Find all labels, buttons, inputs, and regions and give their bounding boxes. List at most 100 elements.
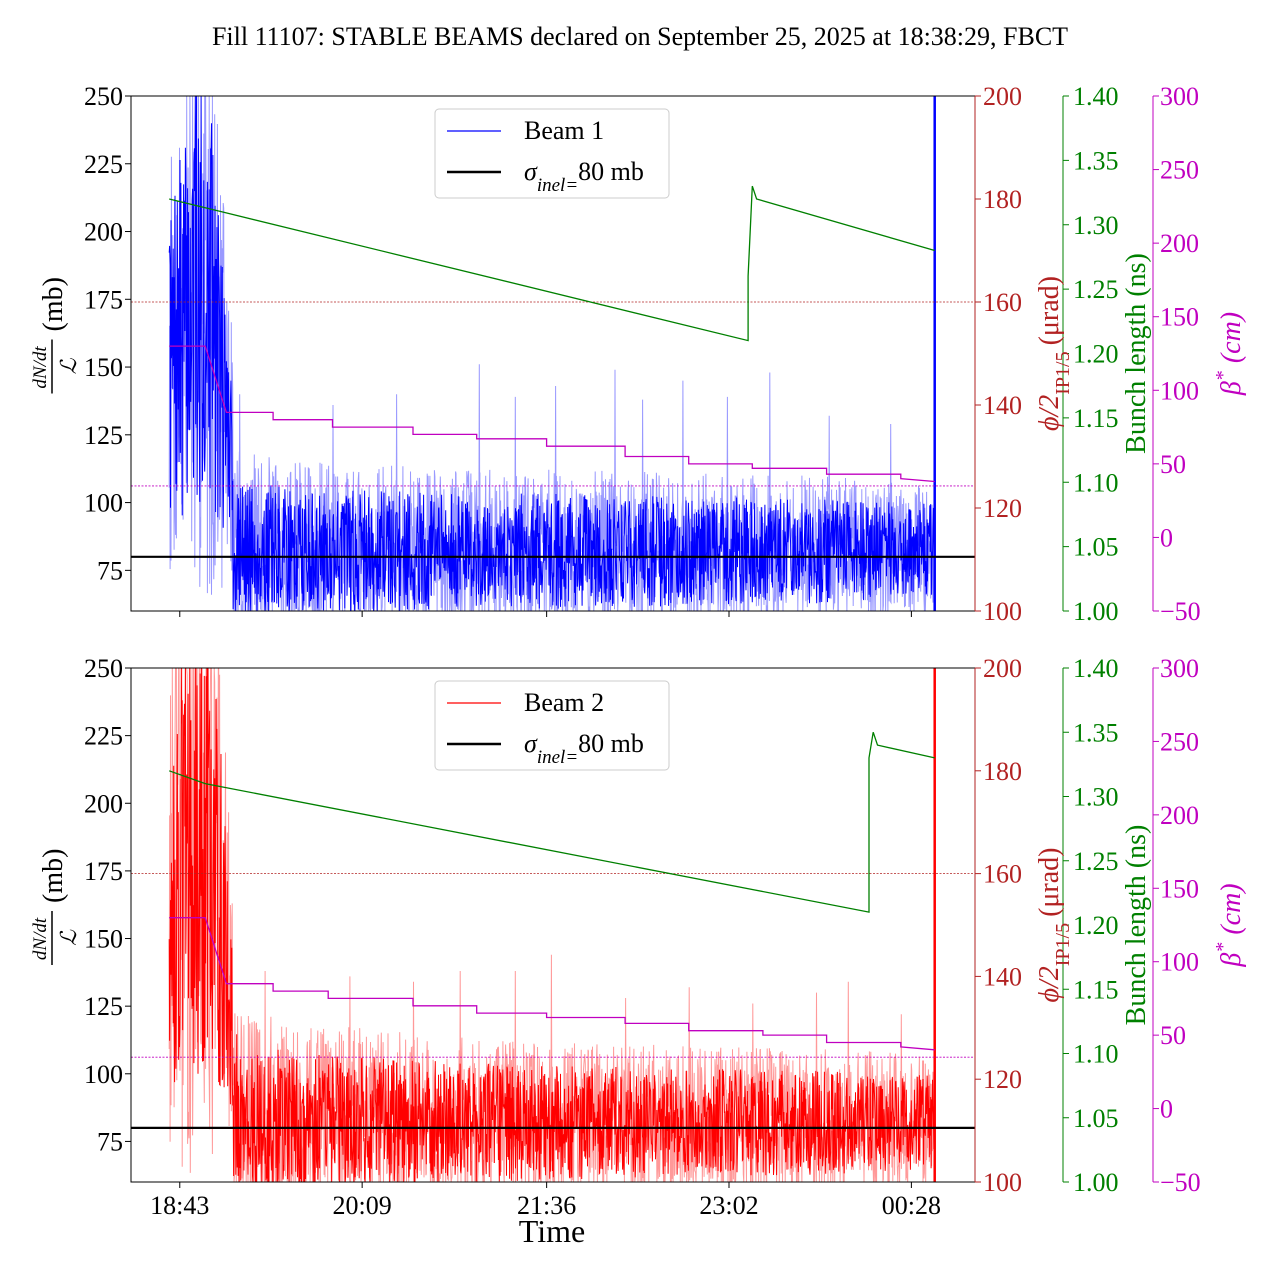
legend-sigma-symbol: σ [524, 729, 538, 758]
left-axis-label-unit: (mb) [38, 277, 69, 331]
bunch-axis-label: Bunch length (ns) [1121, 253, 1152, 454]
legend-sigma-sub: inel= [537, 175, 578, 196]
beta-tick-label: 150 [1160, 874, 1199, 903]
beta-tick-label: 200 [1160, 801, 1199, 830]
beta-label-sup: * [1212, 943, 1234, 953]
beta-star-line [169, 917, 935, 1051]
bunch-tick-label: 1.20 [1073, 911, 1119, 940]
x-tick-label: 21:36 [517, 1191, 576, 1220]
legend-beam-label: Beam 2 [524, 688, 604, 717]
beta-tick-label: 300 [1160, 82, 1199, 111]
left-tick-label: 100 [84, 489, 123, 518]
bunch-tick-label: 1.30 [1073, 211, 1119, 240]
crossing-tick-label: 120 [983, 494, 1022, 523]
beam-trace [168, 96, 936, 611]
crossing-label-sub: IP1/5 [1052, 923, 1074, 966]
beta-tick-label: −50 [1160, 597, 1201, 626]
left-tick-label: 150 [84, 925, 123, 954]
legend-sigma-label: σinel=80 mb [524, 157, 644, 196]
bunch-tick-label: 1.35 [1073, 146, 1119, 175]
crossing-tick-label: 140 [983, 962, 1022, 991]
crossing-axis-label: ϕ/2IP1/5 (μrad) [1034, 847, 1074, 1002]
crossing-tick-label: 160 [983, 860, 1022, 889]
left-tick-label: 125 [84, 421, 123, 450]
crossing-tick-label: 100 [983, 1168, 1022, 1197]
left-axis-label: dN/dt ℒ (mb) [30, 849, 81, 965]
left-tick-label: 125 [84, 992, 123, 1021]
legend-sigma-label: σinel=80 mb [524, 729, 644, 768]
beta-tick-label: 250 [1160, 156, 1199, 185]
x-tick-label: 20:09 [333, 1191, 392, 1220]
left-axis-label-denominator: ℒ [56, 929, 81, 946]
beta-tick-label: 100 [1160, 948, 1199, 977]
bunch-tick-label: 1.05 [1073, 533, 1119, 562]
x-tick-label: 23:02 [699, 1191, 758, 1220]
x-tick-label: 00:28 [882, 1191, 941, 1220]
left-tick-label: 75 [97, 1127, 123, 1156]
figure-title: Fill 11107: STABLE BEAMS declared on Sep… [212, 22, 1068, 51]
legend-sigma-symbol: σ [524, 157, 538, 186]
bunch-tick-label: 1.00 [1073, 1168, 1119, 1197]
bunch-tick-label: 1.15 [1073, 975, 1119, 1004]
bunch-tick-label: 1.10 [1073, 468, 1119, 497]
left-axis-label-numerator: dN/dt [30, 917, 51, 960]
bunch-tick-label: 1.30 [1073, 783, 1119, 812]
beta-tick-label: 50 [1160, 1021, 1186, 1050]
bunch-length-line [168, 731, 935, 913]
beta-label-main: β [1216, 953, 1247, 968]
left-axis-label-numerator: dN/dt [30, 346, 51, 389]
left-tick-label: 100 [84, 1060, 123, 1089]
bunch-tick-label: 1.40 [1073, 654, 1119, 683]
crossing-axis-label: ϕ/2IP1/5 (μrad) [1034, 276, 1074, 431]
beta-label-unit: (cm) [1216, 312, 1247, 363]
legend-sigma-value: 80 mb [578, 729, 644, 758]
legend-beam-label: Beam 1 [524, 116, 604, 145]
beta-tick-label: 200 [1160, 229, 1199, 258]
beta-tick-label: 250 [1160, 727, 1199, 756]
bunch-length-line [169, 185, 935, 342]
bunch-tick-label: 1.10 [1073, 1040, 1119, 1069]
panel-beam-2: 75 100 125 150 175 200 225 250 100 120 140 160 180 20… [30, 654, 1247, 1220]
left-tick-label: 225 [84, 150, 123, 179]
bunch-tick-label: 1.40 [1073, 82, 1119, 111]
crossing-tick-label: 160 [983, 288, 1022, 317]
crossing-tick-label: 200 [983, 82, 1022, 111]
bunch-tick-label: 1.15 [1073, 404, 1119, 433]
beta-tick-label: 150 [1160, 303, 1199, 332]
bunch-tick-label: 1.20 [1073, 340, 1119, 369]
beam-trace [168, 668, 936, 1182]
crossing-tick-label: 120 [983, 1065, 1022, 1094]
crossing-label-main: ϕ/2 [1034, 966, 1065, 1002]
bunch-axis-label: Bunch length (ns) [1121, 825, 1152, 1026]
beta-label-sup: * [1212, 371, 1234, 381]
plot-area [131, 96, 975, 611]
crossing-label-sub: IP1/5 [1052, 351, 1074, 394]
left-tick-label: 225 [84, 722, 123, 751]
left-tick-label: 75 [97, 556, 123, 585]
crossing-tick-label: 200 [983, 654, 1022, 683]
left-tick-label: 250 [84, 82, 123, 111]
left-tick-label: 200 [84, 789, 123, 818]
panel-beam-1: 75 100 125 150 175 200 225 250 100 120 140 160 180 20… [30, 82, 1247, 626]
crossing-tick-label: 140 [983, 391, 1022, 420]
left-axis-label-unit: (mb) [38, 849, 69, 903]
left-tick-label: 200 [84, 218, 123, 247]
bunch-tick-label: 1.25 [1073, 847, 1119, 876]
left-axis-label: dN/dt ℒ (mb) [30, 277, 81, 394]
bunch-tick-label: 1.25 [1073, 275, 1119, 304]
beta-axis-label: β* (cm) [1212, 883, 1247, 967]
x-tick-label: 18:43 [150, 1191, 209, 1220]
crossing-label-unit: (μrad) [1034, 276, 1065, 345]
beta-tick-label: 0 [1160, 523, 1173, 552]
beta-label-main: β [1216, 381, 1247, 396]
left-tick-label: 175 [84, 857, 123, 886]
bunch-tick-label: 1.35 [1073, 718, 1119, 747]
crossing-tick-label: 100 [983, 597, 1022, 626]
crossing-tick-label: 180 [983, 185, 1022, 214]
beam-trace-light [168, 96, 936, 611]
beta-axis-label: β* (cm) [1212, 312, 1247, 396]
bunch-tick-label: 1.00 [1073, 597, 1119, 626]
plot-area [131, 668, 975, 1182]
crossing-label-main: ϕ/2 [1034, 395, 1065, 431]
